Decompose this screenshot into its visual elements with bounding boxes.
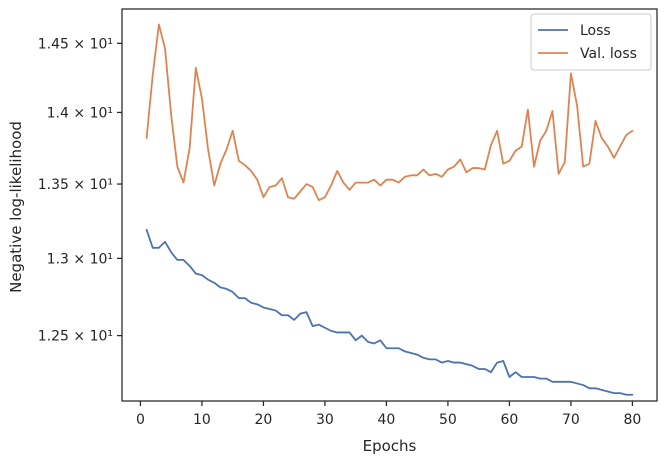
x-tick-label: 60	[500, 412, 518, 428]
y-tick-label: 1.4 × 10¹	[47, 105, 113, 121]
y-tick-label: 1.3 × 10¹	[47, 251, 113, 267]
series-layer	[145, 23, 634, 396]
series-line-loss	[145, 228, 634, 396]
x-tick-label: 70	[562, 412, 580, 428]
legend: Loss Val. loss	[530, 13, 652, 71]
y-tick-label: 1.35 × 10¹	[38, 177, 113, 193]
x-tick-label: 10	[193, 412, 211, 428]
legend-val-loss-label: Val. loss	[580, 46, 637, 62]
x-tick-label: 40	[378, 412, 396, 428]
y-tick-label: 1.25 × 10¹	[38, 329, 113, 345]
legend-box	[530, 13, 652, 71]
legend-loss-label: Loss	[580, 23, 611, 39]
y-tick-label: 1.45 × 10¹	[38, 36, 113, 52]
y-axis-label: Negative log-likelihood	[7, 121, 25, 293]
plot-frame	[121, 8, 658, 402]
series-line-val-loss	[145, 23, 634, 202]
x-tick-label: 50	[439, 412, 457, 428]
x-tick-label: 0	[136, 412, 145, 428]
x-tick-label: 80	[623, 412, 641, 428]
x-tick-label: 20	[255, 412, 273, 428]
x-tick-label: 30	[316, 412, 334, 428]
ticks-layer: 0 10 20 30 40 50 60 70 80 1.25 × 10¹ 1.3 × 10¹ 1.35…	[38, 36, 642, 428]
x-axis-label: Epochs	[363, 437, 417, 455]
